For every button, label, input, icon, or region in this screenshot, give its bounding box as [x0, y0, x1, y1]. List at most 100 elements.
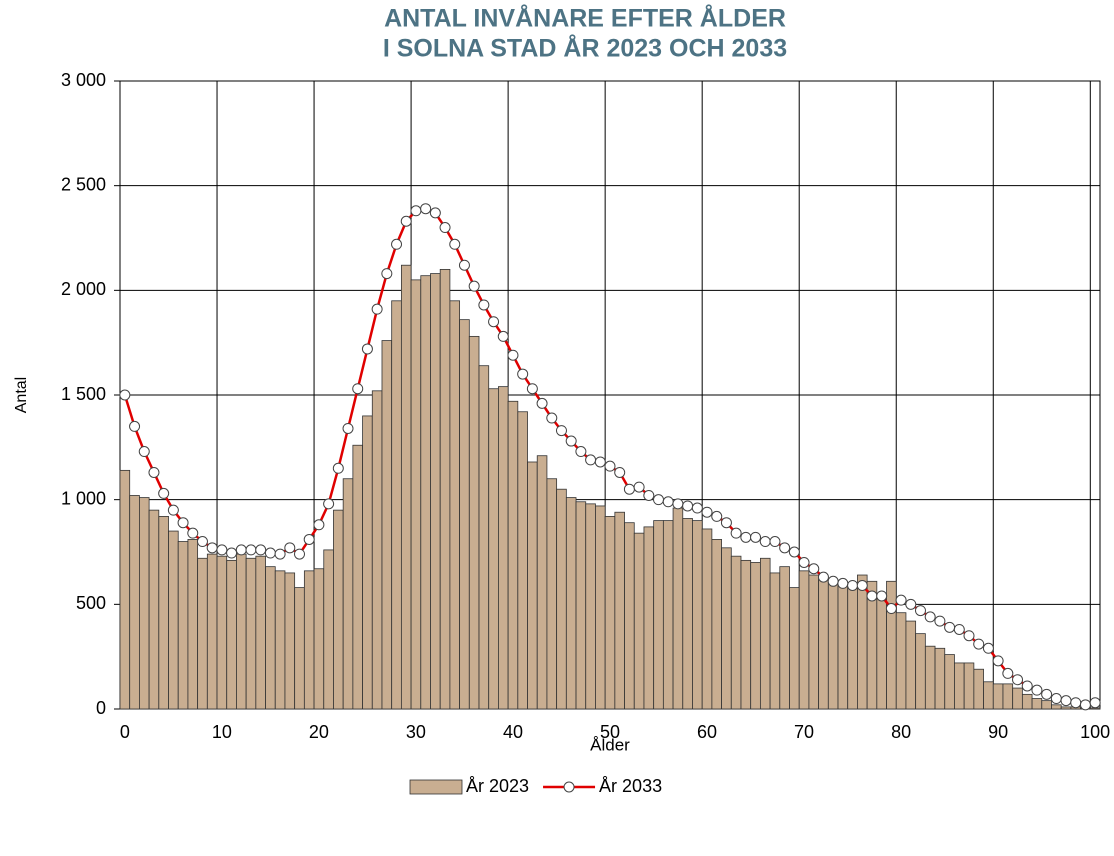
bar — [216, 555, 228, 710]
x-tick-label: 20 — [309, 722, 329, 742]
y-tick-label: 1 000 — [61, 488, 106, 508]
marker — [788, 546, 800, 558]
x-axis-label: Ålder — [590, 735, 630, 754]
bar — [313, 568, 325, 710]
marker — [604, 460, 616, 472]
bar — [478, 365, 490, 710]
bar — [187, 539, 199, 710]
marker — [944, 621, 956, 633]
y-axis-label: Antal — [13, 377, 30, 413]
marker — [400, 215, 412, 227]
marker — [643, 489, 655, 501]
bar — [769, 572, 781, 710]
x-tick-label: 60 — [697, 722, 717, 742]
y-tick-label: 1 500 — [61, 384, 106, 404]
bar — [934, 647, 946, 710]
bar — [818, 578, 829, 710]
marker — [332, 462, 344, 474]
bar — [430, 273, 441, 710]
bar — [303, 570, 315, 710]
x-tick-label: 80 — [891, 722, 911, 742]
bar — [206, 553, 218, 710]
marker — [507, 349, 519, 361]
marker — [1089, 697, 1101, 709]
marker — [478, 299, 490, 311]
marker — [216, 544, 228, 556]
bar — [459, 319, 470, 710]
marker — [953, 623, 965, 635]
marker — [158, 487, 170, 499]
bar — [371, 390, 383, 710]
chart-title: I SOLNA STAD ÅR 2023 OCH 2033 — [383, 34, 787, 63]
bar — [857, 574, 868, 710]
marker — [420, 203, 432, 215]
y-tick-label: 2 000 — [61, 279, 106, 299]
bar — [527, 461, 538, 710]
bar — [265, 566, 276, 710]
marker — [449, 238, 461, 250]
bar — [750, 562, 761, 710]
bar — [1002, 683, 1014, 710]
bar — [1012, 687, 1023, 710]
marker — [691, 502, 703, 514]
bar — [255, 555, 266, 710]
marker — [711, 510, 723, 522]
bar — [129, 495, 140, 710]
marker — [1031, 684, 1043, 696]
marker — [565, 435, 577, 447]
marker — [779, 542, 791, 554]
bar — [507, 400, 519, 710]
bar — [1021, 693, 1033, 710]
bar — [682, 518, 693, 710]
marker — [1021, 680, 1033, 692]
x-tick-label: 100 — [1080, 722, 1110, 742]
bar — [536, 455, 548, 710]
marker — [177, 517, 189, 529]
marker — [138, 446, 150, 458]
legend-swatch — [409, 779, 463, 795]
x-tick-label: 50 — [600, 722, 620, 742]
marker — [847, 579, 859, 591]
bar — [498, 386, 509, 710]
bar — [565, 497, 577, 710]
marker — [284, 542, 296, 554]
bar — [323, 549, 334, 710]
legend-label: År 2023 — [466, 776, 529, 796]
marker — [905, 598, 917, 610]
marker — [614, 466, 626, 478]
marker — [255, 544, 267, 556]
marker — [701, 506, 713, 518]
bar — [546, 478, 558, 710]
bar — [284, 572, 296, 710]
bar — [604, 516, 616, 710]
marker — [720, 517, 732, 529]
marker — [119, 389, 131, 401]
bar — [721, 547, 732, 710]
marker — [129, 420, 141, 432]
bar — [342, 478, 354, 710]
marker — [235, 544, 247, 556]
marker — [653, 494, 665, 506]
marker — [458, 259, 470, 271]
marker — [274, 548, 286, 560]
bar — [226, 559, 237, 710]
marker — [410, 205, 422, 217]
marker — [196, 536, 208, 548]
marker — [488, 316, 500, 328]
bar — [488, 388, 499, 710]
marker — [885, 603, 897, 615]
marker — [934, 615, 946, 627]
bar — [400, 264, 412, 710]
bar — [1051, 704, 1062, 710]
x-tick-label: 90 — [988, 722, 1008, 742]
bar — [730, 555, 742, 710]
marker — [468, 280, 480, 292]
x-tick-label: 70 — [794, 722, 814, 742]
bar — [624, 522, 635, 710]
x-tick-label: 30 — [406, 722, 426, 742]
marker — [264, 547, 276, 559]
bar — [333, 509, 344, 710]
bar — [158, 516, 169, 710]
marker — [148, 466, 160, 478]
bar — [381, 340, 393, 710]
